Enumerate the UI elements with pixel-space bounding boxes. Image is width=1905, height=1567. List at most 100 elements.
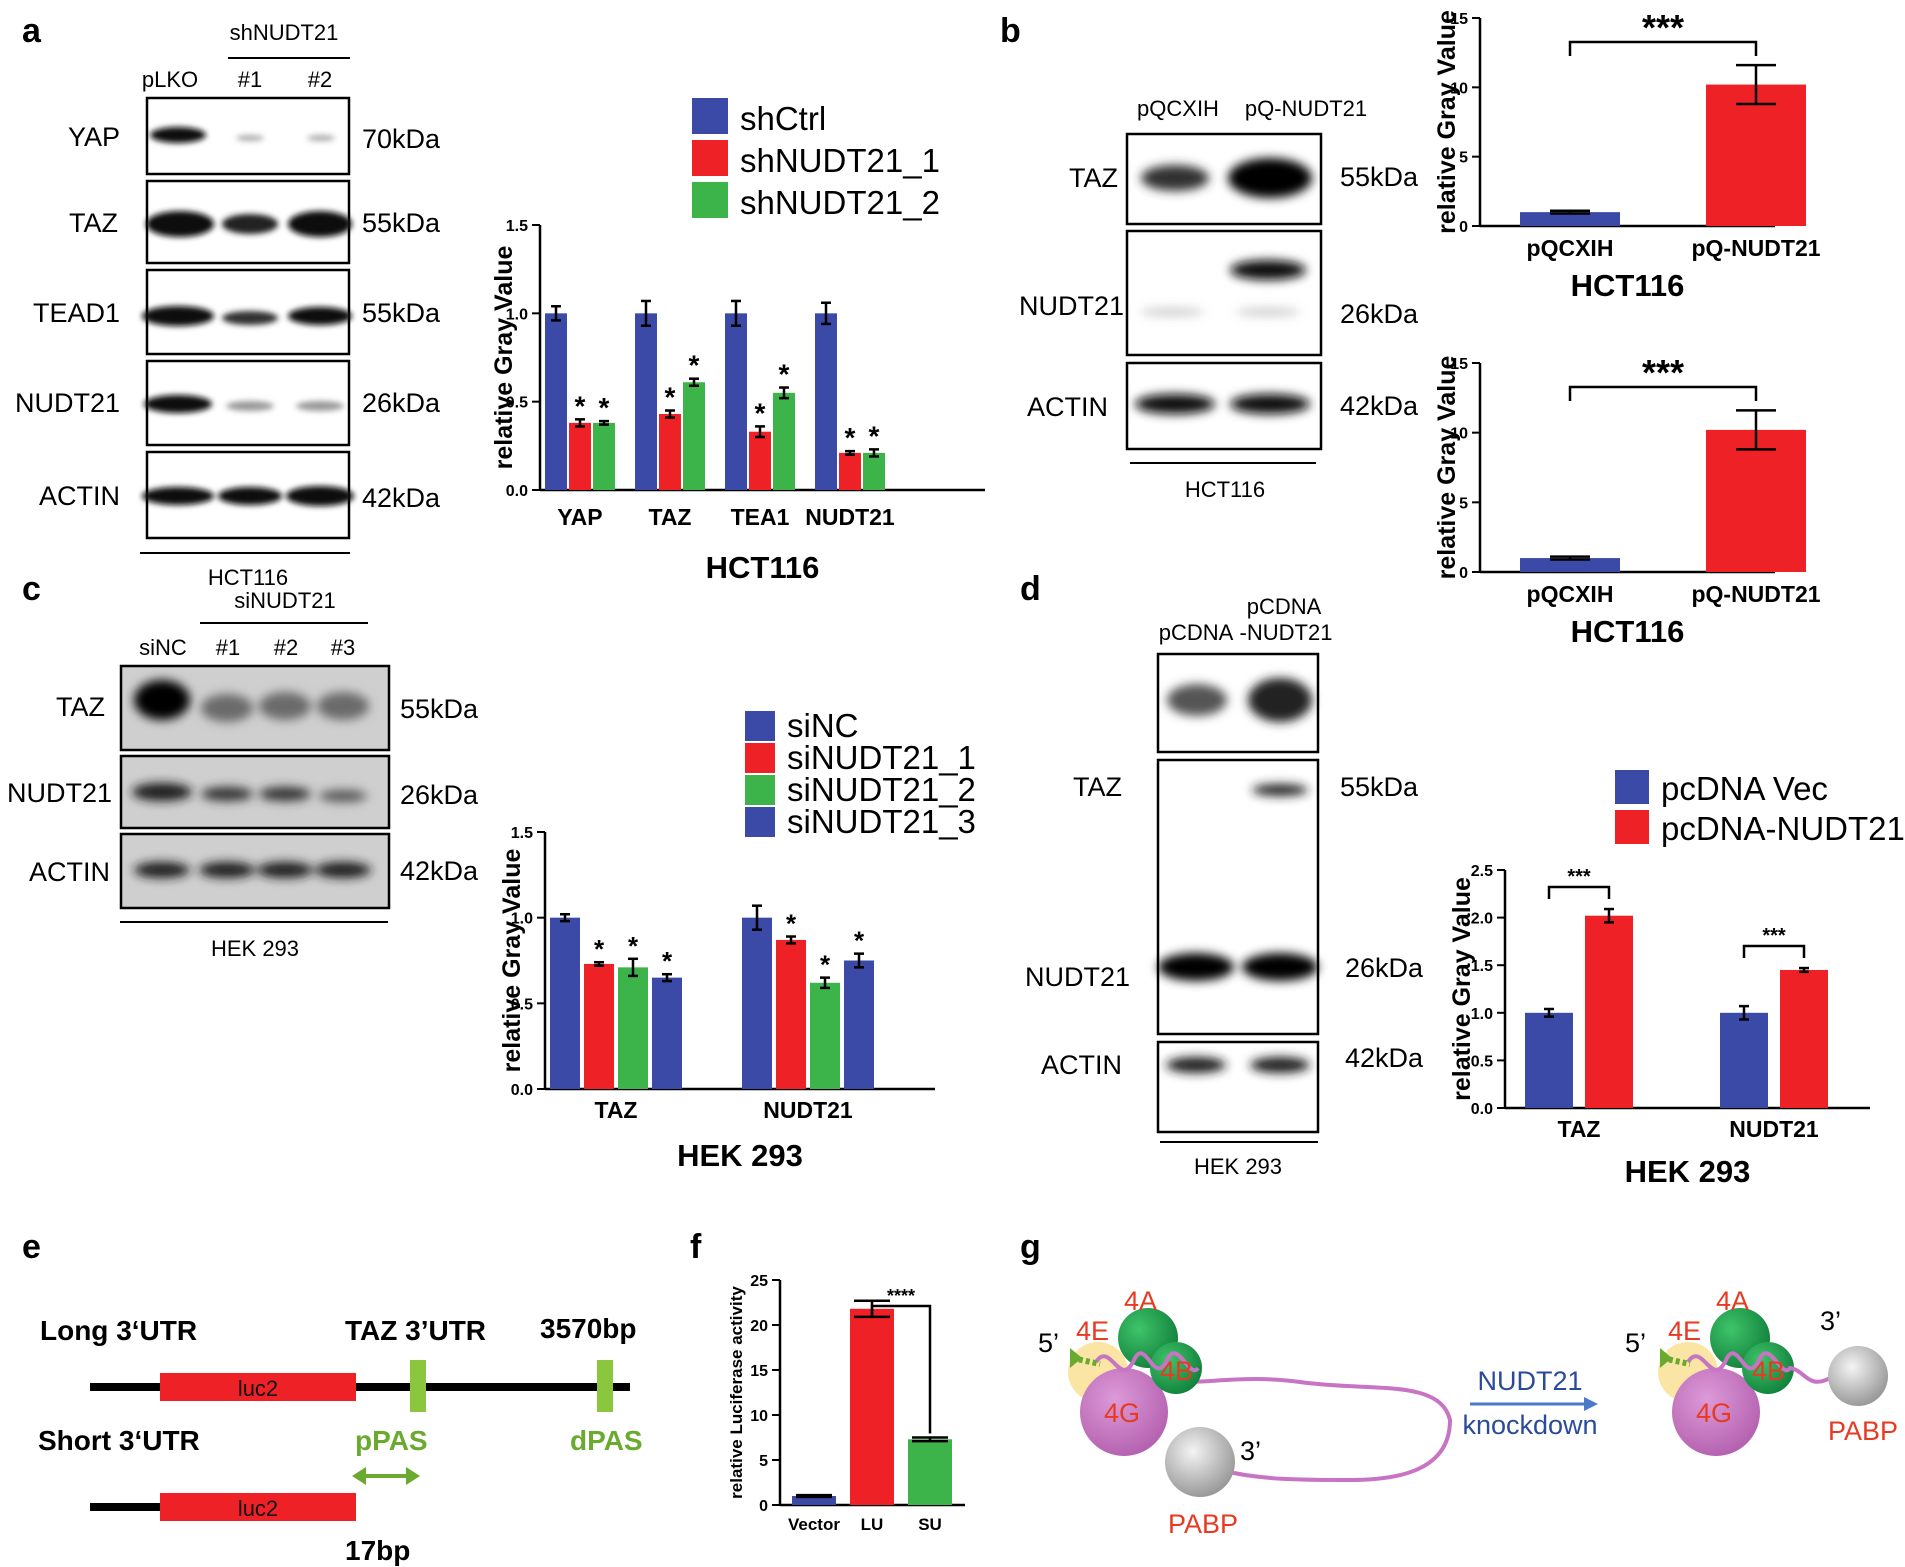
panel-label-d: d	[1020, 570, 1041, 608]
blot-a-protein-3: TEAD1	[33, 298, 120, 328]
significance-mark: *	[869, 420, 880, 451]
arrow-label-top: NUDT21	[1477, 1366, 1582, 1396]
knockdown-arrow-head	[1584, 1397, 1598, 1411]
y-tick-label: 0.0	[1471, 1101, 1493, 1118]
y-tick-label: 25	[750, 1273, 768, 1290]
mrna-loop	[1129, 1373, 1453, 1483]
bar	[1520, 558, 1620, 572]
blot-a-protein-5: ACTIN	[39, 481, 120, 511]
y-tick-label: 1.0	[511, 911, 533, 928]
bar	[652, 977, 682, 1089]
significance-bracket	[870, 1304, 932, 1434]
eif4b-circle-left	[1150, 1342, 1202, 1394]
blot-d-size-2: 26kDa	[1345, 953, 1424, 983]
blot-a-protein-2: TAZ	[69, 208, 118, 238]
y-tick-label: 10	[1450, 426, 1468, 443]
blot-d-lane-1: pCDNA	[1159, 620, 1234, 645]
bar	[1706, 84, 1806, 226]
bar	[839, 452, 861, 490]
x-tick-label: pQCXIH	[1527, 581, 1614, 607]
blot-c-size-1: 55kDa	[400, 694, 479, 724]
legend-label: pcDNA Vec	[1661, 770, 1828, 807]
distance-arrow-head-right	[406, 1467, 420, 1485]
y-axis-label: relative Gray Value	[1448, 877, 1476, 1101]
blot-b-size-2: 26kDa	[1340, 299, 1419, 329]
eif4g-circle-left	[1080, 1368, 1168, 1456]
bar	[815, 313, 837, 490]
blot-d-protein-1: TAZ	[1073, 772, 1122, 802]
significance-mark: *	[665, 382, 676, 413]
chart-title: HCT116	[706, 550, 820, 585]
legend-swatch	[745, 711, 775, 741]
significance-bracket	[1568, 385, 1758, 401]
y-tick-label: 2.5	[1471, 863, 1493, 880]
ppas-label: pPAS	[355, 1425, 428, 1456]
bar	[749, 431, 771, 490]
bar	[776, 939, 806, 1089]
y-axis-label: relative Gray Value	[498, 849, 526, 1073]
significance-mark: *	[662, 946, 673, 976]
blot-d-protein-3: ACTIN	[1041, 1050, 1122, 1080]
blot-c-cell-line: HEK 293	[211, 936, 299, 961]
significance-mark: *	[628, 931, 639, 961]
pabp-label-left: PABP	[1168, 1509, 1238, 1539]
y-tick-label: 1.5	[1471, 958, 1493, 975]
panel-label-c: c	[22, 570, 41, 608]
significance-mark: ***	[1642, 7, 1684, 48]
y-tick-label: 0.5	[506, 395, 528, 412]
blot-c-protein-3: ACTIN	[29, 857, 110, 887]
cap-line-right	[1661, 1355, 1691, 1367]
y-tick-label: 20	[750, 1318, 768, 1335]
bar	[844, 960, 874, 1089]
diagram-g: 3’ PABP 5’ 4E 4A 4B 4G NUDT21 knockdown …	[1038, 1286, 1898, 1539]
mrna-wiggle-left	[1094, 1351, 1200, 1373]
x-tick-label: TAZ	[648, 504, 691, 530]
chart-c: 0.0 0.5 1.0 1.5 relative Gray Value * * * TAZ * * *…	[498, 707, 976, 1173]
significance-mark: *	[845, 422, 856, 453]
blot-c-lane-2: #1	[216, 635, 240, 660]
bar	[850, 1308, 894, 1505]
blot-a-group-label: shNUDT21	[230, 20, 339, 45]
significance-mark: *	[599, 392, 610, 423]
pabp-circle-right	[1828, 1346, 1888, 1406]
long-utr-label: Long 3‘UTR	[40, 1315, 197, 1346]
five-prime-right: 5’	[1625, 1328, 1646, 1358]
significance-bracket	[1742, 944, 1806, 959]
bar	[593, 422, 615, 490]
eif4g-label-left: 4G	[1104, 1398, 1140, 1428]
blot-b-lane-2: pQ-NUDT21	[1245, 96, 1367, 121]
pabp-circle-left	[1165, 1427, 1235, 1497]
blot-a-cell-line: HCT116	[208, 565, 288, 590]
bar	[863, 452, 885, 490]
x-tick-label: TEA1	[731, 504, 790, 530]
y-tick-label: 0.0	[506, 483, 528, 500]
bar	[725, 313, 747, 490]
blot-b-size-3: 42kDa	[1340, 391, 1419, 421]
bar	[635, 313, 657, 490]
blot-a-protein-4: NUDT21	[15, 388, 120, 418]
legend-swatch	[745, 743, 775, 773]
blot-c-lane-4: #3	[331, 635, 355, 660]
short-luc2-box	[160, 1493, 356, 1521]
blot-b-protein-2: NUDT21	[1019, 291, 1124, 321]
blot-b-protein-1: TAZ	[1069, 163, 1118, 193]
eif4g-circle-right	[1672, 1368, 1760, 1456]
bar	[545, 313, 567, 490]
x-tick-label: SU	[918, 1515, 942, 1534]
blot-a-lane-2: #1	[238, 67, 262, 92]
bar	[683, 382, 705, 490]
eif4g-label-right: 4G	[1696, 1398, 1732, 1428]
blot-a-size-1: 70kDa	[362, 124, 441, 154]
x-tick-label: NUDT21	[763, 1097, 853, 1123]
y-axis-label: relative Gray Value	[1433, 10, 1461, 234]
taz-utr-label: TAZ 3’UTR	[345, 1315, 486, 1346]
chart-title: HCT116	[1571, 614, 1685, 649]
y-tick-label: 15	[1450, 356, 1468, 373]
legend-label: shCtrl	[740, 100, 826, 137]
bar	[810, 982, 840, 1089]
y-tick-label: 0	[759, 1498, 768, 1515]
blot-c-lane-3: #2	[274, 635, 298, 660]
